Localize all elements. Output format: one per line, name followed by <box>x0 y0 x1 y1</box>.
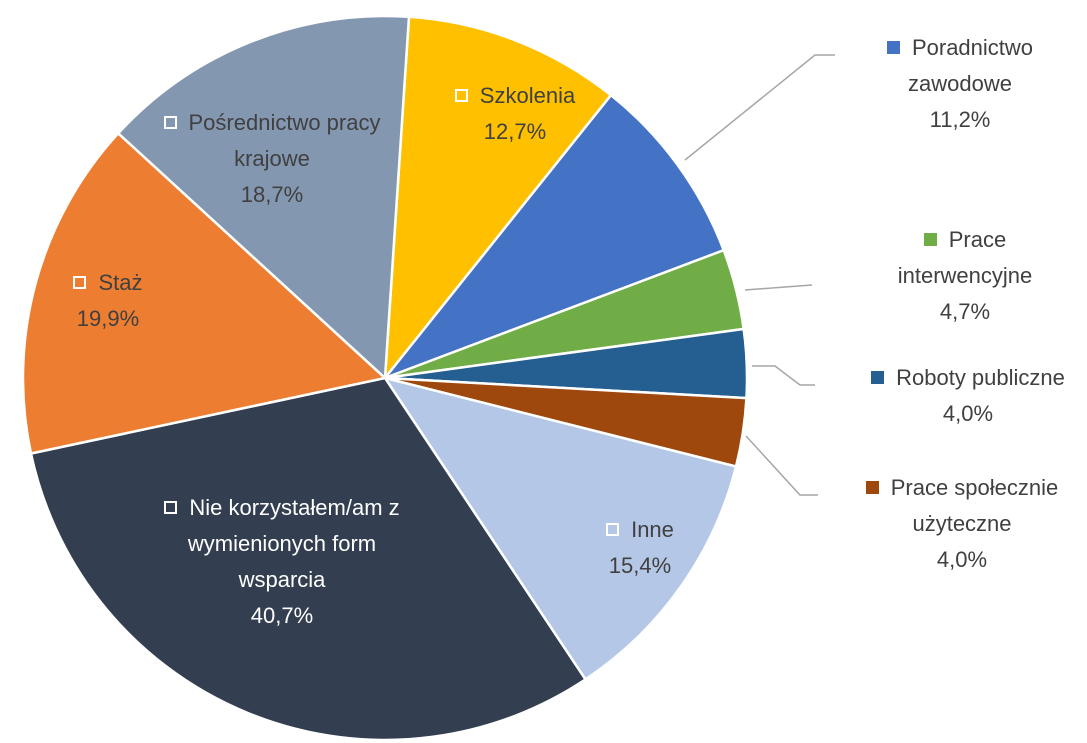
value-label: 40,7% <box>250 603 314 628</box>
value-label: 4,0% <box>942 401 994 426</box>
category-label: Pośrednictwo pracy krajowe <box>188 110 381 171</box>
pie-slice <box>381 93 726 381</box>
legend-key <box>73 276 87 289</box>
legend-key <box>871 371 885 384</box>
value-label: 4,7% <box>939 299 991 324</box>
legend-key <box>454 89 468 102</box>
value-label: 18,7% <box>240 182 304 207</box>
value-label: 15,4% <box>608 553 672 578</box>
data-label: Roboty publiczne 4,0% <box>848 360 1087 432</box>
pie-slice <box>29 376 588 742</box>
category-label: Prace społecznie użyteczne <box>890 475 1059 536</box>
data-label: Prace społecznie użyteczne 4,0% <box>842 470 1082 578</box>
category-label: Inne <box>631 517 674 542</box>
data-label: Szkolenia 12,7% <box>415 78 615 150</box>
legend-key <box>923 233 937 246</box>
pie-slice <box>383 15 613 382</box>
legend-key <box>164 501 178 514</box>
leader-line <box>744 284 813 291</box>
value-label: 19,9% <box>76 306 140 331</box>
legend-key <box>886 41 900 54</box>
category-label: Roboty publiczne <box>896 365 1065 390</box>
data-label: Nie korzystałem/am z wymienionych form w… <box>152 490 412 634</box>
pie-slice <box>21 131 388 455</box>
category-label: Szkolenia <box>479 83 576 108</box>
pie-slice <box>116 14 411 381</box>
data-label: Pośrednictwo pracy krajowe 18,7% <box>147 105 397 213</box>
value-label: 12,7% <box>483 119 547 144</box>
legend-key <box>865 481 879 494</box>
legend-key <box>606 523 620 536</box>
data-label: Prace interwencyjne 4,7% <box>865 222 1065 330</box>
leader-line <box>745 435 818 496</box>
category-label: Prace interwencyjne <box>897 227 1033 288</box>
data-label: Poradnictwo zawodowe 11,2% <box>860 30 1060 138</box>
leader-line <box>684 54 835 161</box>
legend-key <box>163 116 177 129</box>
data-label: Inne 15,4% <box>560 512 720 584</box>
category-label: Nie korzystałem/am z wymienionych form w… <box>187 495 400 592</box>
pie-slice <box>382 375 738 682</box>
category-label: Staż <box>98 270 143 295</box>
data-label: Staż 19,9% <box>33 265 183 337</box>
leader-line <box>752 365 815 386</box>
value-label: 11,2% <box>929 107 991 132</box>
category-label: Poradnictwo zawodowe <box>908 35 1034 96</box>
value-label: 4,0% <box>936 547 988 572</box>
